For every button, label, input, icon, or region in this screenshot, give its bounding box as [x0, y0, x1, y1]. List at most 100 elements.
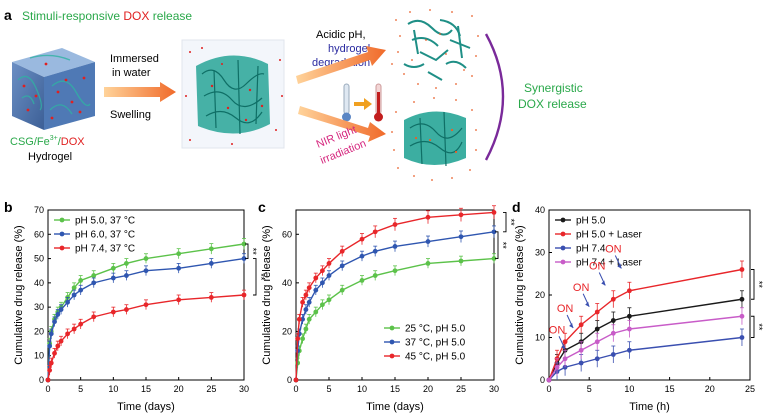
data-point: [241, 292, 247, 298]
x-tick-label: 30: [239, 384, 249, 394]
data-point: [110, 265, 116, 271]
x-tick-label: 0: [546, 384, 551, 394]
x-tick-label: 30: [489, 384, 499, 394]
data-point: [47, 367, 53, 373]
data-point: [594, 326, 600, 332]
annotation-arrowhead: [561, 344, 566, 350]
arrow-acid: [296, 46, 386, 84]
legend-label: pH 5.0, 37 °C: [75, 216, 135, 227]
title-part1: Stimuli-responsive: [22, 9, 123, 23]
x-tick-label: 20: [705, 384, 715, 394]
data-point: [300, 316, 305, 322]
legend-swatch-marker: [560, 245, 566, 251]
hydrogel-cube-swollen: [181, 39, 285, 149]
arrow-nir: [298, 106, 386, 142]
legend-label: 25 °C, pH 5.0: [405, 324, 466, 335]
data-point: [739, 313, 745, 319]
data-point: [65, 331, 70, 337]
data-point: [610, 352, 616, 357]
data-point: [208, 261, 214, 266]
data-point: [739, 296, 745, 302]
data-point: [339, 263, 345, 269]
data-point: [71, 292, 77, 298]
hydrogel-caption-1: CSG/Fe3+/DOX: [10, 135, 85, 148]
data-point: [124, 273, 129, 278]
y-tick-label: 0: [39, 375, 44, 385]
x-tick-label: 5: [587, 384, 592, 394]
legend-label: pH 5.0: [576, 216, 606, 227]
y-tick-label: 60: [282, 229, 292, 239]
legend-label: pH 5.0 + Laser: [576, 230, 643, 241]
data-point: [208, 246, 214, 252]
x-tick-label: 0: [293, 384, 298, 394]
legend-label: pH 6.0, 37 °C: [75, 230, 135, 241]
step-in-water: in water: [112, 67, 151, 79]
data-point: [326, 261, 332, 266]
legend-label: pH 7.4, 37 °C: [75, 244, 135, 255]
panel-a-label: a: [4, 7, 12, 23]
data-point: [578, 360, 584, 366]
data-point: [303, 326, 309, 332]
data-point: [52, 350, 57, 356]
data-point: [392, 268, 398, 274]
step-immersed: Immersed: [110, 53, 159, 65]
annotation-arrowhead: [601, 280, 606, 286]
data-point: [491, 210, 497, 215]
significance-mark: **: [754, 323, 764, 331]
data-point: [491, 256, 497, 261]
data-point: [320, 280, 325, 286]
data-point: [339, 287, 345, 293]
synergy-line2: DOX release: [518, 97, 587, 111]
data-point: [241, 241, 247, 247]
y-tick-label: 0: [540, 375, 545, 385]
data-point: [610, 330, 616, 336]
data-point: [359, 253, 365, 259]
significance-mark: **: [256, 273, 266, 281]
synergy-bracket: [484, 33, 505, 161]
hydrogel-caption-2: Hydrogel: [28, 151, 72, 163]
data-point: [55, 312, 61, 317]
legend-swatch-marker: [389, 325, 395, 331]
panel-a: a Stimuli-responsive DOX release CSG/Fe3…: [4, 7, 587, 181]
data-point: [562, 356, 568, 362]
annotation-on: ON: [605, 244, 622, 256]
significance-bracket: [495, 231, 499, 260]
data-point: [71, 326, 77, 332]
x-tick-label: 15: [390, 384, 400, 394]
y-tick-label: 30: [34, 302, 44, 312]
y-axis-label: Cumulative drug release (%): [514, 225, 526, 364]
y-tick-label: 30: [535, 248, 545, 258]
y-axis-label: Cumulative drug release (%): [261, 225, 273, 364]
significance-bracket: [751, 315, 755, 338]
synergy-line1: Synergistic: [524, 81, 583, 95]
data-point: [241, 256, 247, 261]
data-point: [739, 267, 745, 272]
data-point: [52, 319, 57, 325]
data-point: [143, 256, 149, 261]
data-point: [372, 248, 378, 254]
series-line: [548, 298, 743, 381]
significance-bracket: [503, 211, 507, 233]
annotation-on: ON: [549, 324, 566, 336]
data-point: [491, 229, 497, 235]
data-point: [320, 302, 325, 308]
hydrogel-degraded: [391, 9, 479, 89]
annotation-arrowhead: [585, 301, 590, 307]
data-point: [58, 338, 64, 344]
data-point: [176, 297, 182, 303]
acid-line1: Acidic pH,: [316, 29, 366, 41]
y-tick-label: 50: [34, 254, 44, 264]
title-part3: release: [149, 9, 192, 23]
x-tick-label: 15: [665, 384, 675, 394]
chart-c: c 0 5 10 15 20 25 30 0 20 40 60 Time (days) Cumulati…: [258, 199, 516, 413]
annotation-arrowhead: [617, 263, 622, 269]
data-point: [296, 316, 302, 322]
y-tick-label: 10: [34, 351, 44, 361]
hydrogel-cube-dry: [12, 48, 95, 130]
significance-bracket: [253, 258, 257, 296]
series-line: [47, 257, 245, 381]
data-point: [594, 339, 600, 345]
series-line: [548, 268, 743, 381]
data-point: [45, 377, 51, 383]
